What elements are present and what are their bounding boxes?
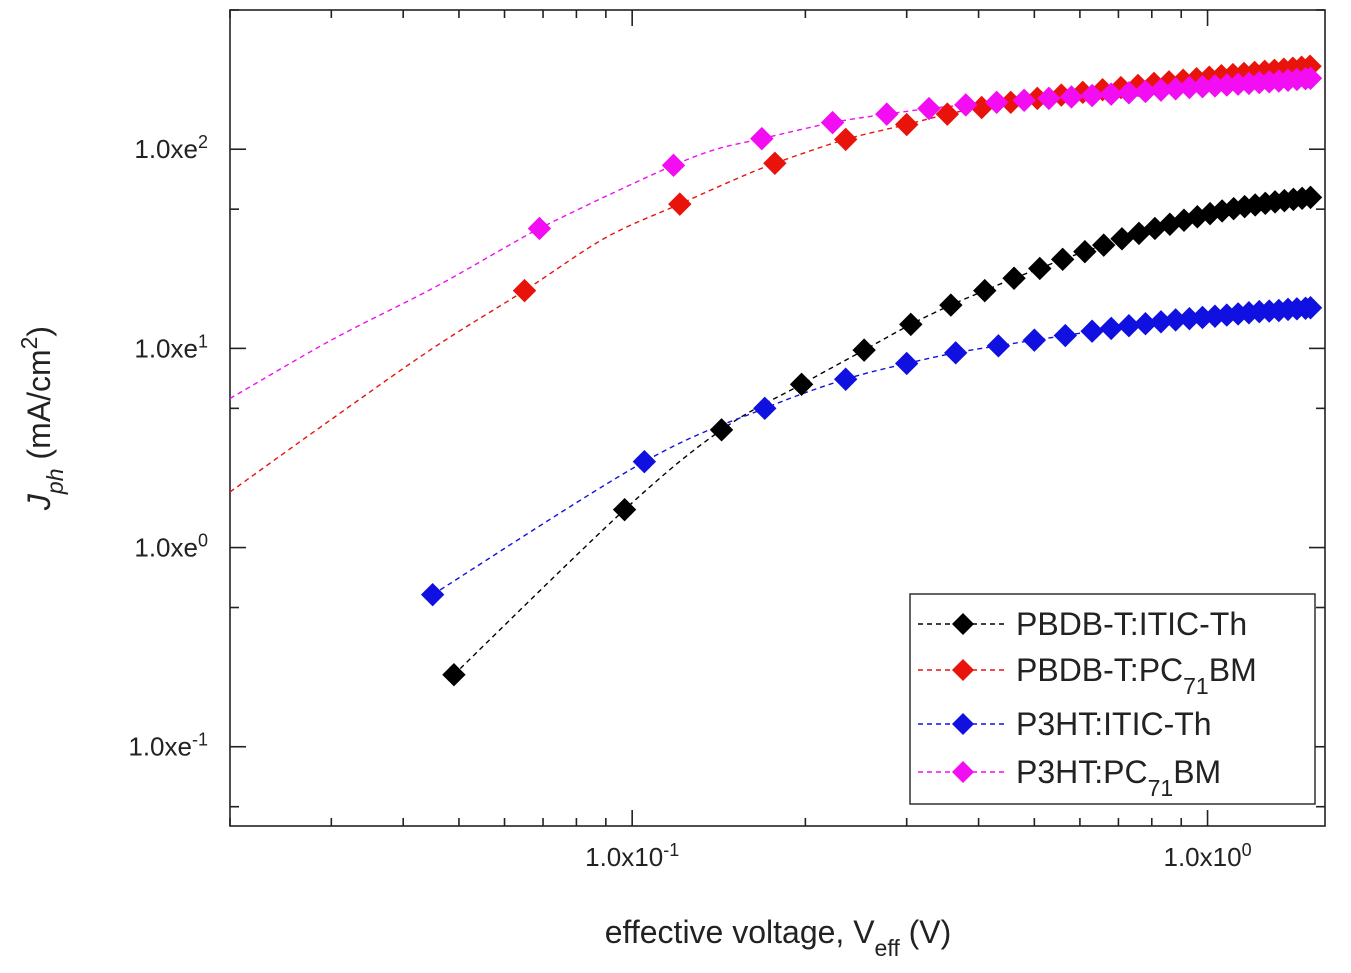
data-point-p3ht-itic-th	[420, 582, 445, 607]
x-tick-label: 1.0x100	[1164, 840, 1252, 872]
data-point-p3ht-itic-th	[1298, 296, 1323, 320]
data-point-pbdb-t-pc71bm	[894, 112, 919, 137]
data-point-p3ht-itic-th	[986, 334, 1011, 358]
legend-entries: PBDB-T:ITIC-Th PBDB-T:PC71BM P3HT:ITIC-Th P…	[918, 606, 1257, 801]
data-point-p3ht-itic-th	[833, 367, 858, 391]
data-point-pbdb-t-itic-th	[1002, 266, 1026, 290]
data-point-pbdb-t-itic-th	[1298, 185, 1323, 210]
data-point-p3ht-pc71bm	[527, 216, 552, 241]
data-point-p3ht-pc71bm	[954, 93, 978, 117]
data-point-pbdb-t-itic-th	[899, 312, 923, 337]
data-point-p3ht-pc71bm	[1080, 83, 1104, 108]
data-point-pbdb-t-itic-th	[1092, 233, 1116, 257]
data-point-p3ht-pc71bm	[917, 96, 941, 121]
legend-box	[909, 593, 1316, 805]
data-point-p3ht-pc71bm	[1059, 85, 1084, 109]
data-point-p3ht-itic-th	[1053, 323, 1078, 348]
data-point-p3ht-pc71bm	[750, 126, 774, 151]
x-tick-label: 1.0x10-1	[585, 840, 679, 872]
legend-marker-p3ht-itic-th	[952, 713, 974, 735]
legend-label-pbdb-t-pc71bm: PBDB-T:PC71BM	[1016, 652, 1257, 699]
tick-labels: 1.0x10-1 1.0x100 1.0xe-1 1.0xe0 1.0xe1 1.0xe2	[128, 132, 1251, 872]
axis-ticks	[229, 9, 1325, 826]
data-point-p3ht-pc71bm	[875, 102, 899, 126]
data-point-pbdb-t-itic-th	[1028, 256, 1052, 281]
y-tick-label: 1.0xe0	[134, 531, 208, 563]
data-point-pbdb-t-itic-th	[973, 278, 997, 303]
legend: PBDB-T:ITIC-Th PBDB-T:PC71BM P3HT:ITIC-Th P…	[909, 593, 1316, 805]
y-tick-label: 1.0xe1	[134, 331, 208, 363]
legend-marker-pbdb-t-itic-th	[952, 613, 974, 635]
data-point-pbdb-t-itic-th	[852, 338, 876, 362]
data-point-pbdb-t-itic-th	[939, 293, 963, 317]
data-point-pbdb-t-itic-th	[1073, 239, 1097, 264]
y-tick-label: 1.0xe2	[134, 132, 208, 164]
y-axis-title: Jph (mA/cm2)	[16, 326, 68, 511]
data-point-pbdb-t-pc71bm	[935, 102, 960, 126]
data-point-pbdb-t-itic-th	[789, 372, 814, 397]
data-point-p3ht-pc71bm	[820, 110, 845, 135]
legend-label-p3ht-pc71bm: P3HT:PC71BM	[1016, 754, 1221, 801]
data-point-pbdb-t-itic-th	[612, 497, 637, 522]
data-point-p3ht-itic-th	[632, 449, 657, 474]
data-point-p3ht-itic-th	[943, 341, 968, 365]
data-point-p3ht-pc71bm	[1298, 66, 1323, 91]
data-point-p3ht-pc71bm	[1012, 88, 1036, 113]
legend-marker-pbdb-t-pc71bm	[952, 659, 974, 681]
data-point-pbdb-t-itic-th	[442, 662, 466, 687]
legend-label-p3ht-itic-th: P3HT:ITIC-Th	[1016, 706, 1212, 742]
data-point-p3ht-pc71bm	[984, 90, 1009, 115]
data-point-pbdb-t-pc71bm	[668, 192, 692, 216]
data-point-pbdb-t-pc71bm	[833, 127, 858, 152]
data-point-pbdb-t-itic-th	[709, 418, 734, 442]
data-point-p3ht-itic-th	[1022, 328, 1047, 352]
data-point-p3ht-pc71bm	[661, 153, 686, 178]
data-point-p3ht-itic-th	[1080, 319, 1104, 343]
data-point-p3ht-itic-th	[894, 351, 919, 376]
data-point-p3ht-itic-th	[753, 396, 777, 421]
data-point-pbdb-t-pc71bm	[512, 278, 537, 303]
data-markers	[420, 54, 1323, 687]
data-point-pbdb-t-pc71bm	[763, 151, 787, 175]
legend-marker-p3ht-pc71bm	[952, 761, 974, 783]
data-point-p3ht-pc71bm	[1099, 82, 1123, 106]
legend-label-pbdb-t-itic-th: PBDB-T:ITIC-Th	[1016, 606, 1247, 642]
y-tick-label: 1.0xe-1	[128, 730, 208, 762]
data-point-p3ht-pc71bm	[1037, 86, 1061, 111]
x-axis-title: effective voltage, Veff (V)	[605, 914, 952, 961]
data-point-pbdb-t-itic-th	[1050, 247, 1075, 272]
